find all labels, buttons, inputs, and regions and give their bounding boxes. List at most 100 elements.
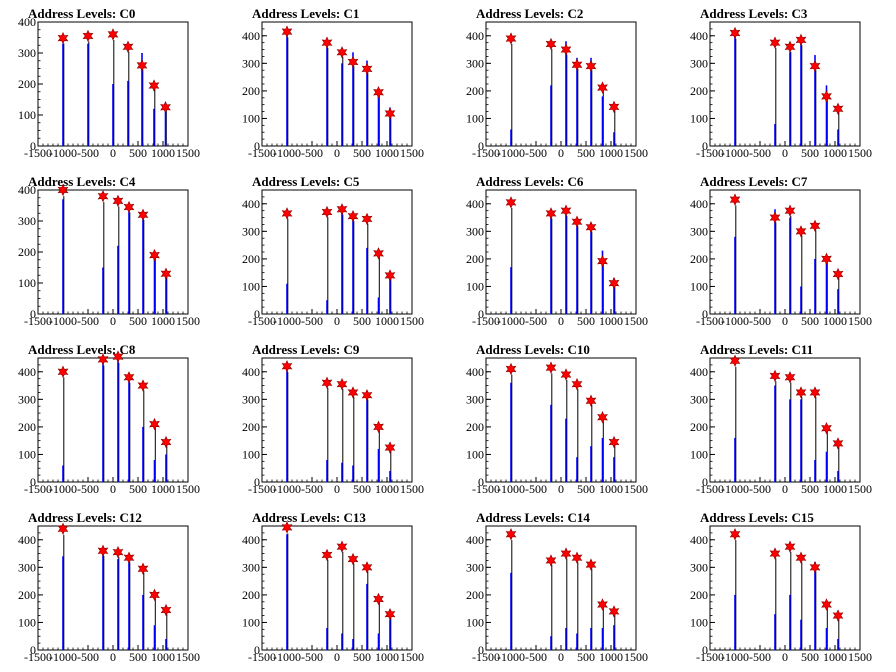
y-tick-label: 200 bbox=[466, 252, 484, 266]
x-tick-label: -1500 bbox=[472, 650, 500, 664]
peak-marker bbox=[361, 212, 373, 226]
peak-marker bbox=[160, 603, 172, 617]
x-tick-label: 1500 bbox=[624, 482, 648, 496]
x-tick-label: -1000 bbox=[497, 482, 525, 496]
x-tick-label: 0 bbox=[782, 482, 788, 496]
x-tick-label: -1000 bbox=[49, 650, 77, 664]
y-tick-label: 300 bbox=[690, 56, 708, 70]
panel-title: Address Levels: C9 bbox=[252, 342, 360, 357]
y-tick-label: 100 bbox=[18, 108, 36, 122]
peak-marker bbox=[373, 420, 384, 434]
peak-marker bbox=[832, 437, 844, 450]
y-tick-label: 0 bbox=[702, 475, 708, 489]
x-tick-label: 0 bbox=[782, 650, 788, 664]
x-tick-label: 1000 bbox=[599, 650, 623, 664]
panel-c0: Address Levels: C0 0 100 200 300 400 -1500-100… bbox=[18, 6, 200, 160]
panel-title: Address Levels: C2 bbox=[476, 6, 583, 21]
peak-marker bbox=[769, 369, 781, 383]
y-tick-label: 300 bbox=[242, 392, 260, 406]
peak-marker bbox=[361, 388, 373, 402]
x-tick-label: -500 bbox=[301, 314, 323, 328]
y-tick-label: 100 bbox=[466, 615, 484, 629]
y-tick-label: 200 bbox=[690, 588, 708, 602]
y-tick-label: 300 bbox=[18, 392, 36, 406]
peak-marker bbox=[608, 100, 620, 114]
x-tick-label: 500 bbox=[353, 482, 371, 496]
x-tick-label: 0 bbox=[110, 650, 116, 664]
y-tick-label: 400 bbox=[18, 533, 36, 547]
peak-marker bbox=[784, 40, 796, 54]
x-tick-label: 1000 bbox=[375, 146, 399, 160]
x-tick-label: -500 bbox=[749, 482, 771, 496]
y-tick-label: 400 bbox=[18, 365, 36, 379]
peak-marker bbox=[112, 545, 124, 559]
peak-marker bbox=[137, 379, 149, 392]
panel-title: Address Levels: C15 bbox=[700, 510, 814, 525]
y-tick-label: 400 bbox=[242, 365, 260, 379]
y-tick-label: 0 bbox=[254, 643, 260, 657]
peak-marker bbox=[821, 598, 832, 611]
y-tick-label: 100 bbox=[690, 111, 708, 125]
y-tick-label: 100 bbox=[18, 447, 36, 461]
x-tick-label: -1500 bbox=[248, 146, 276, 160]
peak-marker bbox=[336, 203, 348, 216]
y-tick-label: 300 bbox=[466, 560, 484, 574]
x-tick-label: 500 bbox=[577, 314, 595, 328]
x-tick-label: 1000 bbox=[375, 482, 399, 496]
x-tick-label: -1000 bbox=[49, 482, 77, 496]
x-tick-label: -500 bbox=[301, 146, 323, 160]
y-tick-label: 300 bbox=[690, 224, 708, 238]
x-tick-label: 1000 bbox=[599, 314, 623, 328]
panel-c9: Address Levels: C9 0 100 200 300 400 -1500-100… bbox=[242, 342, 424, 496]
x-tick-label: -1000 bbox=[49, 146, 77, 160]
x-tick-label: 0 bbox=[110, 146, 116, 160]
y-tick-label: 0 bbox=[478, 475, 484, 489]
x-tick-label: -1000 bbox=[273, 650, 301, 664]
peak-marker bbox=[571, 58, 583, 71]
panel-title: Address Levels: C12 bbox=[28, 510, 142, 525]
x-tick-label: -500 bbox=[525, 482, 547, 496]
y-tick-label: 400 bbox=[18, 15, 36, 29]
panel-title: Address Levels: C6 bbox=[476, 174, 584, 189]
y-tick-label: 100 bbox=[18, 615, 36, 629]
x-tick-label: -1000 bbox=[721, 314, 749, 328]
peak-marker bbox=[361, 62, 373, 76]
x-tick-label: -1000 bbox=[273, 482, 301, 496]
peak-marker bbox=[148, 79, 160, 92]
y-tick-label: 0 bbox=[254, 475, 260, 489]
y-tick-label: 400 bbox=[466, 365, 484, 379]
x-tick-label: 500 bbox=[577, 482, 595, 496]
x-tick-label: 0 bbox=[558, 482, 564, 496]
peak-marker bbox=[384, 269, 396, 282]
x-tick-label: 1000 bbox=[151, 650, 175, 664]
x-tick-label: 500 bbox=[801, 146, 819, 160]
peak-marker bbox=[784, 371, 796, 384]
peak-marker bbox=[373, 592, 384, 606]
x-tick-label: -1000 bbox=[273, 314, 301, 328]
x-tick-label: 1000 bbox=[151, 314, 175, 328]
peak-marker bbox=[729, 528, 741, 541]
x-tick-label: 1000 bbox=[823, 314, 847, 328]
peak-marker bbox=[57, 522, 69, 535]
x-tick-label: 1500 bbox=[176, 314, 200, 328]
y-tick-label: 300 bbox=[690, 392, 708, 406]
panel-c2: Address Levels: C2 0 100 200 300 400 -1500-100… bbox=[466, 6, 648, 160]
y-tick-label: 400 bbox=[242, 533, 260, 547]
x-tick-label: 500 bbox=[129, 650, 147, 664]
peak-marker bbox=[123, 551, 135, 564]
peak-marker bbox=[608, 435, 620, 449]
peak-marker bbox=[597, 598, 608, 611]
x-tick-label: -1500 bbox=[24, 146, 52, 160]
y-tick-label: 400 bbox=[690, 533, 708, 547]
peak-marker bbox=[821, 422, 832, 435]
y-tick-label: 100 bbox=[690, 615, 708, 629]
y-tick-label: 200 bbox=[242, 420, 260, 434]
peak-marker bbox=[832, 102, 844, 116]
peak-marker bbox=[361, 561, 373, 574]
peak-marker bbox=[585, 59, 597, 73]
y-tick-label: 400 bbox=[242, 197, 260, 211]
peak-marker bbox=[336, 377, 348, 391]
y-tick-label: 300 bbox=[690, 560, 708, 574]
peak-marker bbox=[545, 37, 557, 51]
